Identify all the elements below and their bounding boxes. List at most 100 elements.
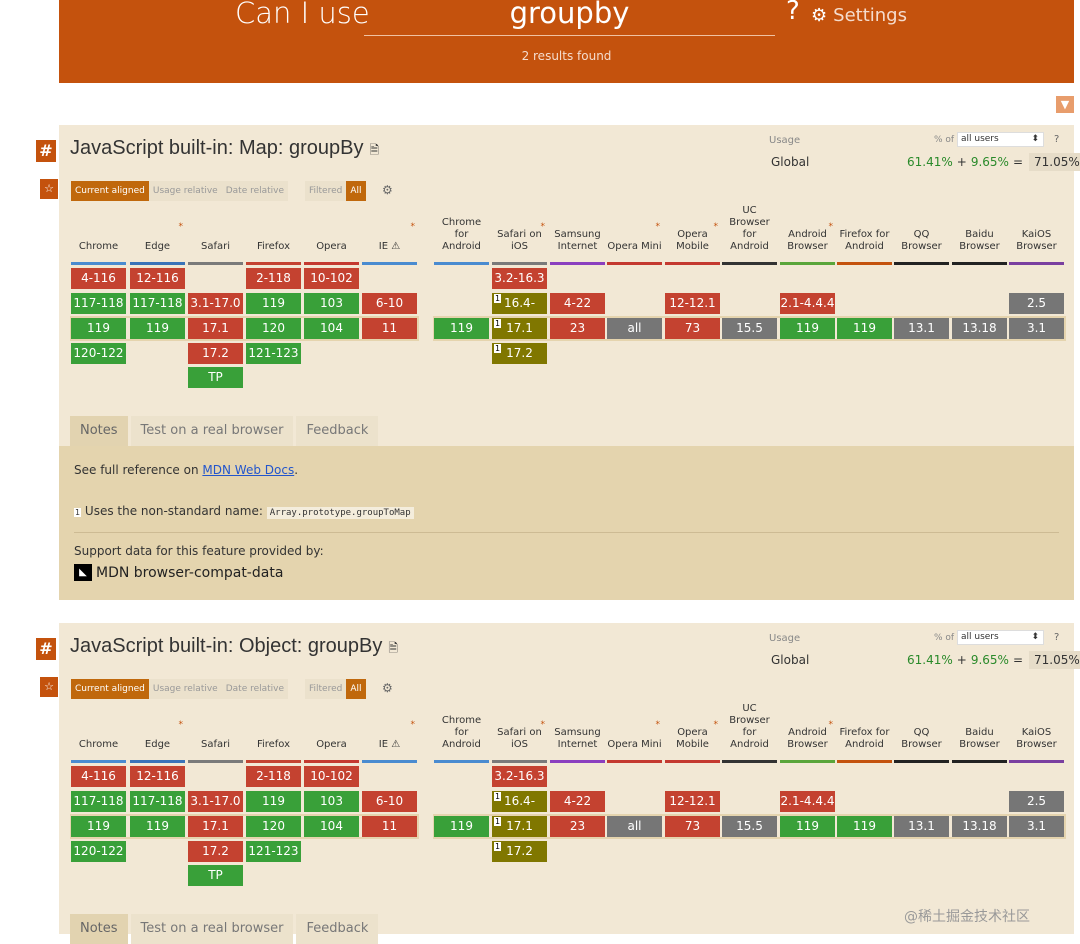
support-cell[interactable]: 17.1 xyxy=(188,318,243,339)
support-cell[interactable]: 17.2 1 xyxy=(492,343,547,364)
mdn-link[interactable]: MDN Web Docs xyxy=(202,463,295,477)
support-cell[interactable]: 13.1 xyxy=(894,318,949,339)
support-cell[interactable]: 104 xyxy=(304,318,359,339)
support-cell[interactable]: 11 xyxy=(362,318,417,339)
support-cell[interactable]: 4-22 xyxy=(550,293,605,314)
mode-tab[interactable]: Current aligned xyxy=(71,679,149,699)
feature-tab[interactable]: Test on a real browser xyxy=(130,914,294,944)
filter-tab[interactable]: Filtered xyxy=(305,679,347,699)
users-select[interactable]: all users ⬍ xyxy=(957,630,1044,645)
support-cell[interactable]: 4-116 xyxy=(71,268,126,289)
support-cell[interactable]: 3.1 xyxy=(1009,318,1064,339)
support-cell[interactable]: 2-118 xyxy=(246,766,301,787)
support-cell[interactable]: 16.4-17.01 xyxy=(492,791,547,829)
support-cell[interactable]: 117-118 xyxy=(130,293,185,314)
support-cell[interactable]: 119 xyxy=(780,318,835,339)
support-cell[interactable]: 10-102 xyxy=(304,766,359,787)
usage-help[interactable]: ? xyxy=(1054,632,1060,643)
support-cell[interactable]: 12-116 xyxy=(130,268,185,289)
support-cell[interactable]: 17.1 xyxy=(188,816,243,837)
support-cell[interactable]: 117-118 xyxy=(130,791,185,812)
support-cell[interactable]: 15.5 xyxy=(722,816,777,837)
support-cell[interactable]: 2.5 xyxy=(1009,293,1064,314)
support-cell[interactable]: 120-122 xyxy=(71,841,126,862)
mode-tab[interactable]: Usage relative xyxy=(148,679,222,699)
feature-tab[interactable]: Notes xyxy=(70,914,128,944)
support-cell[interactable]: 3.1-17.0 xyxy=(188,293,243,314)
support-cell[interactable]: 119 xyxy=(837,318,892,339)
support-cell[interactable]: 6-10 xyxy=(362,293,417,314)
help-button[interactable]: ? xyxy=(786,0,800,26)
mdn-compat-data-link[interactable]: ◣ MDN browser-compat-data xyxy=(74,564,283,581)
support-cell[interactable]: 3.2-16.3 xyxy=(492,268,547,289)
support-cell[interactable]: 119 xyxy=(246,791,301,812)
support-cell[interactable]: 13.18 xyxy=(952,816,1007,837)
support-cell[interactable]: 13.1 xyxy=(894,816,949,837)
support-cell[interactable]: 17.1 1 xyxy=(492,318,547,339)
support-cell[interactable]: 6-10 xyxy=(362,791,417,812)
mode-tab[interactable]: Current aligned xyxy=(71,181,149,201)
support-cell[interactable]: all xyxy=(607,816,662,837)
support-cell[interactable]: 2.5 xyxy=(1009,791,1064,812)
support-cell[interactable]: TP xyxy=(188,367,243,388)
support-cell[interactable]: 17.2 xyxy=(188,343,243,364)
support-cell[interactable]: 16.4-17.01 xyxy=(492,293,547,331)
users-select[interactable]: all users ⬍ xyxy=(957,132,1044,147)
feature-tab[interactable]: Feedback xyxy=(296,416,379,446)
support-cell[interactable]: 119 xyxy=(71,318,126,339)
settings-button[interactable]: ⚙ Settings xyxy=(811,5,907,26)
star-icon[interactable]: ☆ xyxy=(40,677,58,697)
support-cell[interactable]: 13.18 xyxy=(952,318,1007,339)
anchor-hash-icon[interactable]: # xyxy=(36,140,56,162)
feature-tab[interactable]: Notes xyxy=(70,416,128,446)
support-cell[interactable]: 117-118 xyxy=(71,791,126,812)
support-cell[interactable]: 103 xyxy=(304,293,359,314)
filter-tab[interactable]: Filtered xyxy=(305,181,347,201)
support-cell[interactable]: 120 xyxy=(246,318,301,339)
support-cell[interactable]: 121-123 xyxy=(246,841,301,862)
support-cell[interactable]: 121-123 xyxy=(246,343,301,364)
support-cell[interactable]: 119 xyxy=(71,816,126,837)
support-cell[interactable]: 120 xyxy=(246,816,301,837)
support-cell[interactable]: 2.1-4.4.4 xyxy=(780,791,835,812)
support-cell[interactable]: TP xyxy=(188,865,243,886)
filter-tab[interactable]: All xyxy=(346,679,366,699)
support-cell[interactable]: 103 xyxy=(304,791,359,812)
gear-icon[interactable]: ⚙ xyxy=(382,183,393,197)
support-cell[interactable]: 73 xyxy=(665,318,720,339)
star-icon[interactable]: ☆ xyxy=(40,179,58,199)
support-cell[interactable]: 3.1 xyxy=(1009,816,1064,837)
support-cell[interactable]: 15.5 xyxy=(722,318,777,339)
support-cell[interactable]: 12-12.1 xyxy=(665,293,720,314)
support-cell[interactable]: 119 xyxy=(780,816,835,837)
feature-tab[interactable]: Feedback xyxy=(296,914,379,944)
support-cell[interactable]: 17.1 1 xyxy=(492,816,547,837)
support-cell[interactable]: 119 xyxy=(837,816,892,837)
support-cell[interactable]: 104 xyxy=(304,816,359,837)
filter-icon[interactable]: ▼ xyxy=(1056,96,1074,113)
support-cell[interactable]: 12-116 xyxy=(130,766,185,787)
support-cell[interactable]: 119 xyxy=(130,318,185,339)
support-cell[interactable]: 117-118 xyxy=(71,293,126,314)
support-cell[interactable]: all xyxy=(607,318,662,339)
anchor-hash-icon[interactable]: # xyxy=(36,638,56,660)
support-cell[interactable]: 23 xyxy=(550,816,605,837)
support-cell[interactable]: 120-122 xyxy=(71,343,126,364)
support-cell[interactable]: 17.2 xyxy=(188,841,243,862)
support-cell[interactable]: 119 xyxy=(246,293,301,314)
support-cell[interactable]: 2.1-4.4.4 xyxy=(780,293,835,314)
usage-help[interactable]: ? xyxy=(1054,134,1060,145)
support-cell[interactable]: 73 xyxy=(665,816,720,837)
support-cell[interactable]: 119 xyxy=(434,816,489,837)
support-cell[interactable]: 2-118 xyxy=(246,268,301,289)
support-cell[interactable]: 12-12.1 xyxy=(665,791,720,812)
support-cell[interactable]: 4-116 xyxy=(71,766,126,787)
support-cell[interactable]: 10-102 xyxy=(304,268,359,289)
filter-tab[interactable]: All xyxy=(346,181,366,201)
support-cell[interactable]: 11 xyxy=(362,816,417,837)
support-cell[interactable]: 3.2-16.3 xyxy=(492,766,547,787)
mode-tab[interactable]: Date relative xyxy=(221,679,289,699)
support-cell[interactable]: 119 xyxy=(130,816,185,837)
support-cell[interactable]: 3.1-17.0 xyxy=(188,791,243,812)
mode-tab[interactable]: Usage relative xyxy=(148,181,222,201)
